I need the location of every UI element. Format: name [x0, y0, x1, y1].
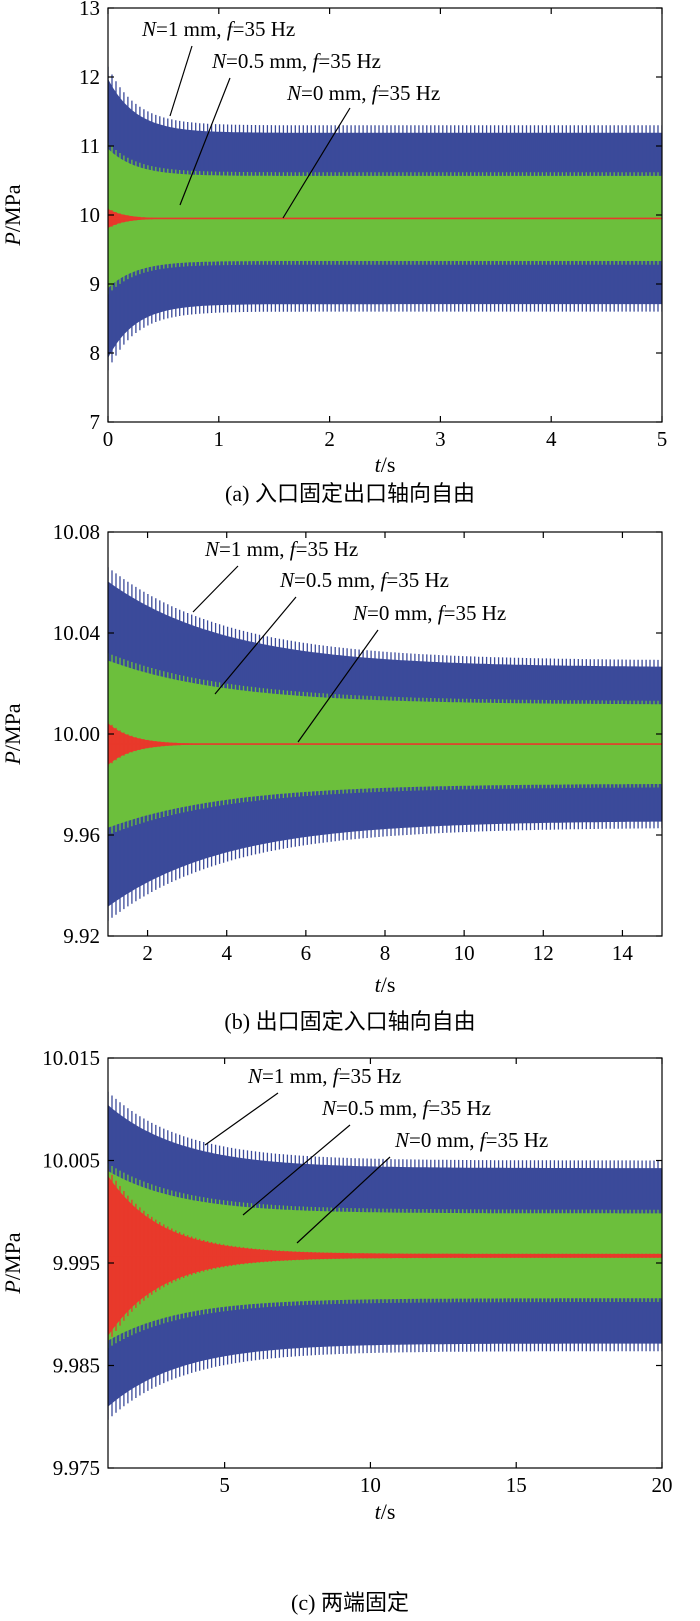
annotation-part: N	[247, 1064, 263, 1088]
annotation-part: =35 Hz	[339, 1064, 402, 1088]
y-tick-label: 10.00	[53, 722, 100, 746]
y-tick-label: 10.015	[42, 1046, 100, 1070]
y-tick-label: 8	[90, 341, 101, 365]
series-annotation: N=0.5 mm, f=35 Hz	[321, 1096, 491, 1120]
y-tick-label: 13	[79, 0, 100, 20]
chart-panel-3: 9.975 9.985 9.995 10.005 10.015 5 10 15 20 t/s P/M…	[0, 1046, 673, 1615]
y-axis-label: P/MPa	[0, 1232, 25, 1294]
x-tick-label: 5	[219, 1473, 230, 1497]
annotation-part: N	[321, 1096, 337, 1120]
annotation-part: N	[211, 49, 227, 73]
annotation-part: =0.5 mm,	[336, 1096, 423, 1120]
x-axis-unit: /s	[381, 452, 396, 477]
y-tick-label: 9.975	[53, 1456, 100, 1480]
annotation-part: =0 mm,	[301, 81, 372, 105]
y-tick-label: 9.92	[63, 924, 100, 948]
x-tick-label: 1	[214, 427, 225, 451]
x-axis-label: t/s	[375, 1499, 396, 1524]
y-tick-label: 9	[90, 272, 101, 296]
x-tick-label: 0	[103, 427, 114, 451]
y-tick-label: 10.08	[53, 520, 100, 544]
annotation-part: =0 mm,	[367, 601, 438, 625]
y-axis-symbol: P	[0, 1280, 25, 1294]
x-axis-unit: /s	[381, 1499, 396, 1524]
x-tick-label: 14	[612, 941, 634, 965]
x-tick-label: 12	[533, 941, 554, 965]
series-annotation: N=0.5 mm, f=35 Hz	[279, 568, 449, 592]
x-axis-label: t/s	[375, 972, 396, 997]
y-tick-label: 9.985	[53, 1354, 100, 1378]
annotation-leader-line	[170, 46, 192, 116]
y-tick-label: 10.005	[42, 1149, 100, 1173]
annotation-part: =1 mm,	[156, 17, 227, 41]
annotation-part: =35 Hz	[296, 537, 359, 561]
x-tick-label: 4	[221, 941, 232, 965]
x-tick-label: 2	[324, 427, 335, 451]
series-annotation: N=0 mm, f=35 Hz	[352, 601, 506, 625]
y-axis-symbol: P	[0, 751, 25, 765]
annotation-part: =0.5 mm,	[226, 49, 313, 73]
y-tick-label: 12	[79, 65, 100, 89]
y-tick-label: 10.04	[53, 621, 101, 645]
y-tick-label: 10	[79, 203, 100, 227]
x-tick-label: 2	[142, 941, 153, 965]
x-axis-unit: /s	[381, 972, 396, 997]
annotation-part: N	[352, 601, 368, 625]
annotation-part: N	[279, 568, 295, 592]
y-tick-label: 7	[90, 410, 101, 434]
annotation-leader-line	[205, 1093, 278, 1145]
panel-caption: (a) 入口固定出口轴向自由	[225, 481, 475, 506]
y-axis-label: P/MPa	[0, 703, 25, 765]
annotation-part: =0.5 mm,	[294, 568, 381, 592]
series-annotation: N=0 mm, f=35 Hz	[394, 1128, 548, 1152]
y-tick-label: 9.995	[53, 1251, 100, 1275]
annotation-part: =35 Hz	[318, 49, 381, 73]
annotation-part: =35 Hz	[486, 1128, 549, 1152]
x-tick-label: 4	[546, 427, 557, 451]
annotation-part: =1 mm,	[262, 1064, 333, 1088]
y-axis-unit: /MPa	[0, 703, 25, 751]
y-axis-unit: /MPa	[0, 1232, 25, 1280]
y-tick-label: 9.96	[63, 823, 100, 847]
y-axis-label: P/MPa	[0, 184, 25, 246]
annotation-part: =35 Hz	[233, 17, 296, 41]
annotation-part: =35 Hz	[378, 81, 441, 105]
annotation-part: =35 Hz	[444, 601, 507, 625]
x-tick-label: 6	[301, 941, 312, 965]
series-annotation: N=1 mm, f=35 Hz	[141, 17, 295, 41]
series-annotation: N=0.5 mm, f=35 Hz	[211, 49, 381, 73]
x-tick-label: 10	[360, 1473, 381, 1497]
panel-caption: (b) 出口固定入口轴向自由	[224, 1009, 475, 1034]
y-axis-unit: /MPa	[0, 184, 25, 232]
annotation-part: =35 Hz	[386, 568, 449, 592]
series-annotation: N=0 mm, f=35 Hz	[286, 81, 440, 105]
series-annotation: N=1 mm, f=35 Hz	[247, 1064, 401, 1088]
annotation-part: =35 Hz	[428, 1096, 491, 1120]
x-tick-label: 20	[652, 1473, 673, 1497]
x-tick-label: 8	[380, 941, 391, 965]
x-tick-label: 15	[506, 1473, 527, 1497]
panel-caption: (c) 两端固定	[291, 1590, 409, 1615]
chart-panel-2: 9.92 9.96 10.00 10.04 10.08 2 4 6 8 10 12 14 t/s P/MP…	[0, 520, 662, 1034]
annotation-part: N	[394, 1128, 410, 1152]
x-tick-label: 5	[657, 427, 668, 451]
annotation-part: N	[286, 81, 302, 105]
x-axis-label: t/s	[375, 452, 396, 477]
annotation-part: =1 mm,	[219, 537, 290, 561]
annotation-part: =0 mm,	[409, 1128, 480, 1152]
x-tick-label: 10	[454, 941, 475, 965]
series-annotation: N=1 mm, f=35 Hz	[204, 537, 358, 561]
annotation-part: N	[204, 537, 220, 561]
x-tick-label: 3	[435, 427, 446, 451]
y-axis-symbol: P	[0, 232, 25, 246]
annotation-part: N	[141, 17, 157, 41]
annotation-leader-line	[193, 566, 238, 612]
y-tick-label: 11	[80, 134, 100, 158]
